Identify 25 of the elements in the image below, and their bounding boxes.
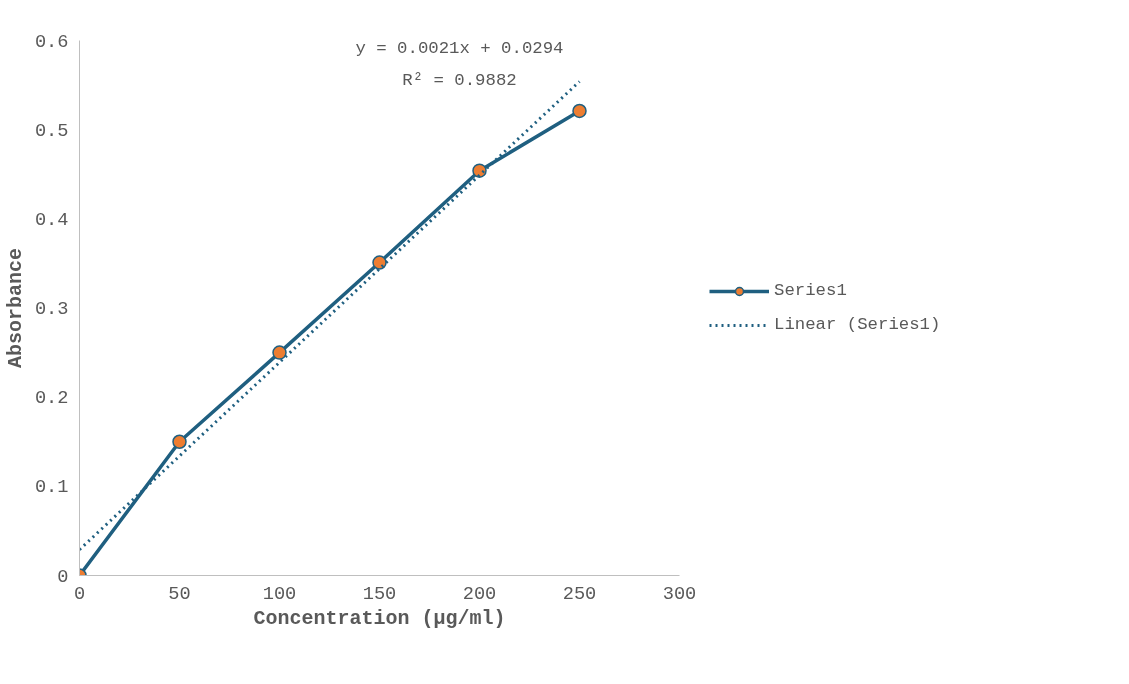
y-tick-label: 0.1 xyxy=(34,476,69,499)
legend-label: Linear (Series1) xyxy=(774,315,941,334)
y-tick-label: 0.4 xyxy=(34,208,69,231)
x-tick-label: 150 xyxy=(362,582,397,605)
y-tick-label: 0.6 xyxy=(34,30,69,53)
point xyxy=(172,434,187,449)
y-axis-title: Absorbance xyxy=(3,247,27,369)
y-tick-label: 0.3 xyxy=(34,298,69,320)
x-tick-label: 200 xyxy=(462,582,497,605)
y-tick-label: 0 xyxy=(57,565,69,588)
point xyxy=(472,163,487,178)
legend-label: Series1 xyxy=(774,281,847,300)
y-tick-label: 0.2 xyxy=(34,387,69,410)
x-axis-title: Concentration (µg/ml) xyxy=(253,606,506,630)
x-tick-label: 50 xyxy=(168,582,191,605)
x-tick-label: 0 xyxy=(73,582,86,605)
y-tick-label: 0.5 xyxy=(34,119,69,142)
x-tick-label: 250 xyxy=(562,582,597,605)
annotation: y = 0.0021x + 0.0294 xyxy=(355,39,564,59)
point xyxy=(572,103,587,119)
point xyxy=(372,255,387,270)
x-tick-label: 100 xyxy=(262,582,297,605)
annotation: R² = 0.9882 xyxy=(402,70,517,90)
point xyxy=(272,345,287,360)
x-tick-label: 300 xyxy=(662,582,697,605)
